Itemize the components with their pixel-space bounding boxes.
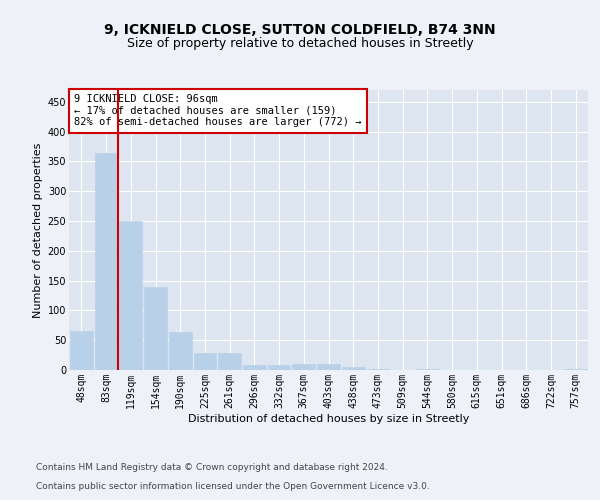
Bar <box>367 369 389 370</box>
Bar <box>243 365 266 370</box>
Bar <box>292 364 315 370</box>
Text: Size of property relative to detached houses in Streetly: Size of property relative to detached ho… <box>127 38 473 51</box>
Bar <box>564 369 587 370</box>
Text: Contains public sector information licensed under the Open Government Licence v3: Contains public sector information licen… <box>36 482 430 491</box>
Text: Contains HM Land Registry data © Crown copyright and database right 2024.: Contains HM Land Registry data © Crown c… <box>36 464 388 472</box>
Bar <box>95 152 118 370</box>
Text: 9 ICKNIELD CLOSE: 96sqm
← 17% of detached houses are smaller (159)
82% of semi-d: 9 ICKNIELD CLOSE: 96sqm ← 17% of detache… <box>74 94 362 128</box>
Bar <box>268 365 290 370</box>
Bar <box>342 367 365 370</box>
Text: 9, ICKNIELD CLOSE, SUTTON COLDFIELD, B74 3NN: 9, ICKNIELD CLOSE, SUTTON COLDFIELD, B74… <box>104 22 496 36</box>
Bar <box>119 221 142 370</box>
Bar <box>317 364 340 370</box>
Y-axis label: Number of detached properties: Number of detached properties <box>34 142 43 318</box>
Bar <box>218 354 241 370</box>
Bar <box>194 354 216 370</box>
Bar <box>70 332 93 370</box>
Bar <box>416 369 439 370</box>
X-axis label: Distribution of detached houses by size in Streetly: Distribution of detached houses by size … <box>188 414 469 424</box>
Bar <box>144 286 167 370</box>
Bar <box>169 332 191 370</box>
